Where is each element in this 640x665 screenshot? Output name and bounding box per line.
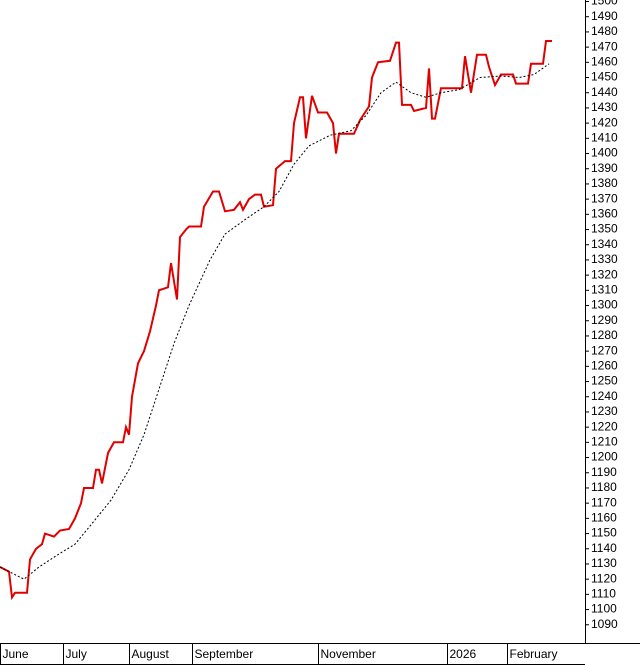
- y-tick-label: 1220: [591, 419, 618, 433]
- y-tick-label: 1420: [591, 115, 618, 129]
- y-tick-label: 1380: [591, 176, 618, 190]
- y-tick-label: 1160: [591, 511, 617, 525]
- y-tick-label: 1190: [591, 465, 617, 479]
- y-tick-label: 1330: [591, 252, 618, 266]
- y-tick-label: 1310: [591, 283, 618, 297]
- y-tick-label: 1090: [591, 617, 618, 631]
- x-tick-label: August: [132, 647, 170, 661]
- y-tick-label: 1360: [591, 207, 618, 221]
- y-tick-label: 1300: [591, 298, 618, 312]
- y-tick-label: 1410: [591, 131, 618, 145]
- y-tick-label: 1490: [591, 9, 618, 23]
- y-tick-label: 1120: [591, 571, 617, 585]
- y-tick-label: 1240: [591, 389, 618, 403]
- x-tick-label: September: [195, 647, 254, 661]
- y-tick-label: 1370: [591, 191, 618, 205]
- y-tick-label: 1180: [591, 480, 617, 494]
- y-tick-label: 1500: [591, 0, 618, 8]
- y-tick-label: 1290: [591, 313, 618, 327]
- x-tick-label: February: [510, 647, 558, 661]
- price-line: [0, 40, 552, 601]
- y-tick-label: 1450: [591, 70, 618, 84]
- x-tick-label: July: [66, 647, 87, 661]
- y-tick-label: 1150: [591, 526, 617, 540]
- x-tick-label: 2026: [450, 647, 477, 661]
- y-tick-label: 1340: [591, 237, 618, 251]
- y-tick-label: 1170: [591, 495, 617, 509]
- y-tick-label: 1350: [591, 222, 618, 236]
- y-tick-label: 1480: [591, 24, 618, 38]
- x-tick-label: November: [321, 647, 376, 661]
- y-tick-label: 1320: [591, 267, 618, 281]
- y-tick-label: 1250: [591, 374, 618, 388]
- y-tick-label: 1200: [591, 450, 618, 464]
- y-tick-label: 1400: [591, 146, 618, 160]
- y-tick-label: 1470: [591, 39, 618, 53]
- y-tick-label: 1270: [591, 343, 618, 357]
- y-tick-label: 1440: [591, 85, 618, 99]
- y-tick-label: 1280: [591, 328, 618, 342]
- y-tick-label: 1140: [591, 541, 617, 555]
- y-tick-label: 1390: [591, 161, 618, 175]
- y-tick-label: 1230: [591, 404, 618, 418]
- y-tick-label: 1460: [591, 54, 618, 68]
- y-tick-label: 1110: [591, 587, 616, 601]
- y-tick-label: 1130: [591, 556, 617, 570]
- y-tick-label: 1430: [591, 100, 618, 114]
- x-tick-label: June: [3, 647, 29, 661]
- moving-average-line: [0, 63, 550, 580]
- y-tick-label: 1210: [591, 435, 618, 449]
- y-tick-label: 1260: [591, 359, 618, 373]
- y-tick-label: 1100: [591, 602, 617, 616]
